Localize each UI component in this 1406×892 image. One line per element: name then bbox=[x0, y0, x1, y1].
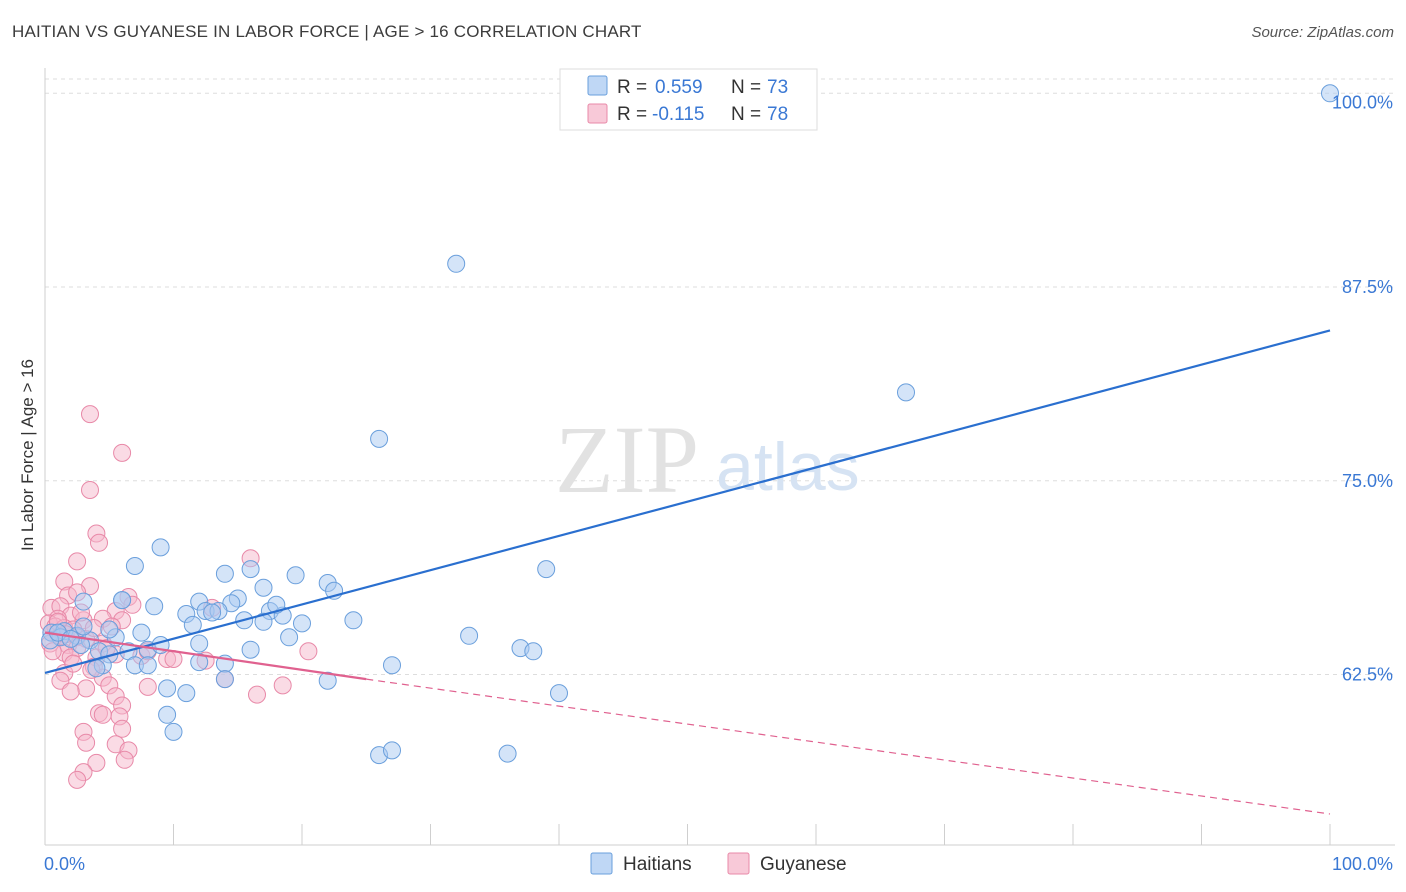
haitian-point bbox=[293, 614, 311, 633]
correlation-legend: R = 0.559 N = 73 R = -0.115 N = 78 bbox=[559, 68, 818, 131]
legend-n-value-haitians: 73 bbox=[767, 77, 788, 98]
haitian-point bbox=[897, 383, 915, 402]
haitian-point bbox=[498, 744, 517, 763]
guyanese-point bbox=[138, 677, 157, 696]
haitian-trend-line bbox=[44, 329, 1331, 675]
haitian-point bbox=[550, 684, 568, 703]
guyanese-point bbox=[113, 443, 132, 462]
haitian-point bbox=[158, 705, 177, 724]
haitian-point bbox=[190, 634, 209, 653]
haitian-point bbox=[113, 591, 132, 610]
haitian-point bbox=[177, 684, 196, 703]
haitian-point bbox=[164, 722, 183, 741]
haitian-point bbox=[370, 429, 389, 448]
guyanese-point bbox=[77, 679, 96, 698]
legend-r-value-guyanese: -0.115 bbox=[652, 104, 704, 125]
guyanese-point bbox=[68, 770, 87, 789]
haitian-point bbox=[344, 611, 363, 630]
haitian-point bbox=[1321, 84, 1339, 103]
legend-swatch-haitians bbox=[587, 75, 608, 96]
guyanese-trend-line bbox=[44, 631, 367, 681]
haitian-point bbox=[145, 597, 164, 616]
x-tick-label-max: 100.0% bbox=[1332, 854, 1393, 874]
haitian-point bbox=[132, 623, 151, 642]
guyanese-point bbox=[77, 733, 96, 752]
guyanese-point bbox=[299, 642, 318, 661]
guyanese-point bbox=[90, 533, 108, 552]
guyanese-point bbox=[61, 682, 80, 701]
haitian-point bbox=[138, 656, 157, 675]
haitian-point bbox=[383, 656, 401, 675]
haitian-point bbox=[241, 640, 260, 659]
haitian-point bbox=[74, 592, 93, 611]
haitian-point bbox=[254, 612, 273, 631]
guyanese-point bbox=[93, 705, 112, 724]
haitian-point bbox=[447, 254, 466, 273]
x-tick-label-min: 0.0% bbox=[44, 854, 85, 874]
haitian-point bbox=[87, 659, 106, 678]
legend-n-label-guyanese: N = bbox=[731, 104, 761, 125]
legend-r-label-haitians: R = bbox=[617, 77, 647, 98]
legend-label-guyanese: Guyanese bbox=[760, 854, 847, 875]
haitian-point bbox=[215, 670, 234, 689]
legend-n-label-haitians: N = bbox=[731, 77, 761, 98]
haitian-point bbox=[286, 566, 305, 585]
legend-swatch-haitians-bottom bbox=[590, 852, 613, 875]
watermark-atlas: atlas bbox=[716, 429, 860, 505]
haitian-point bbox=[125, 557, 144, 575]
legend-swatch-guyanese-bottom bbox=[727, 852, 750, 875]
haitian-point bbox=[318, 671, 337, 690]
legend-swatch-guyanese bbox=[587, 103, 608, 124]
x-tick-labels: 0.0% 100.0% bbox=[44, 854, 1393, 874]
haitian-point bbox=[254, 578, 273, 597]
legend-r-value-haitians: 0.559 bbox=[655, 77, 703, 98]
chart-title: HAITIAN VS GUYANESE IN LABOR FORCE | AGE… bbox=[12, 22, 642, 41]
guyanese-point bbox=[68, 552, 87, 571]
legend-label-haitians: Haitians bbox=[623, 854, 692, 875]
guyanese-point bbox=[115, 750, 134, 769]
guyanese-point bbox=[273, 676, 292, 695]
y-tick-label: 75.0% bbox=[1342, 471, 1393, 491]
watermark-zip: ZIP bbox=[555, 406, 699, 513]
y-tick-label: 62.5% bbox=[1342, 665, 1393, 685]
guyanese-point bbox=[81, 405, 99, 424]
haitian-point bbox=[524, 642, 543, 661]
haitian-point bbox=[280, 628, 299, 647]
haitian-point bbox=[460, 626, 479, 645]
haitian-point bbox=[537, 560, 556, 579]
legend-r-label-guyanese: R = bbox=[617, 104, 647, 125]
haitian-point bbox=[241, 560, 260, 579]
series-legend: Haitians Guyanese bbox=[590, 852, 847, 875]
y-tick-label: 100.0% bbox=[1332, 92, 1393, 112]
haitian-point bbox=[100, 620, 119, 639]
gridlines bbox=[45, 78, 1395, 675]
y-tick-labels: 62.5% 75.0% 87.5% 100.0% bbox=[1332, 92, 1393, 684]
guyanese-point bbox=[87, 753, 106, 772]
guyanese-point bbox=[81, 481, 99, 499]
haitian-points bbox=[41, 84, 1339, 765]
haitian-point bbox=[151, 538, 170, 557]
axes bbox=[44, 68, 1395, 846]
guyanese-point bbox=[248, 685, 266, 704]
haitian-point bbox=[61, 629, 80, 648]
guyanese-trend-extension bbox=[366, 678, 1331, 815]
source-label: Source: ZipAtlas.com bbox=[1251, 24, 1394, 41]
y-tick-label: 87.5% bbox=[1342, 277, 1393, 297]
legend-n-value-guyanese: 78 bbox=[767, 104, 788, 125]
trend-lines bbox=[44, 329, 1331, 815]
haitian-point bbox=[215, 564, 234, 583]
haitian-point bbox=[203, 603, 222, 622]
guyanese-point bbox=[113, 719, 132, 738]
haitian-point bbox=[190, 653, 209, 672]
haitian-point bbox=[383, 741, 401, 760]
haitian-point bbox=[74, 617, 93, 636]
haitian-point bbox=[158, 679, 177, 698]
